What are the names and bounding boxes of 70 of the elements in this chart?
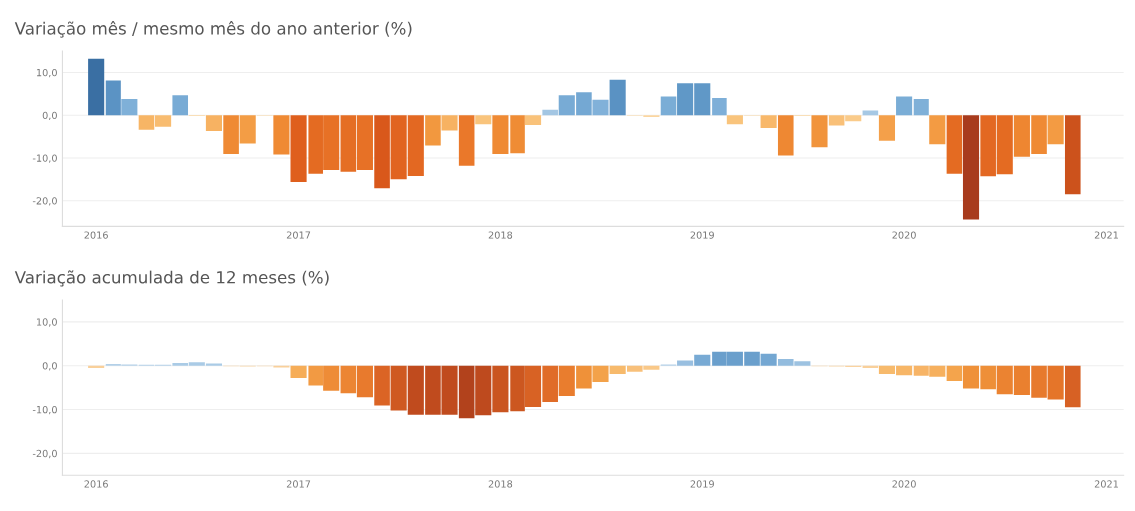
bar	[643, 365, 660, 370]
bar	[946, 365, 963, 382]
y-tick-label: -10,0	[32, 405, 57, 415]
bar	[542, 109, 558, 116]
bar	[308, 365, 323, 386]
x-tick-label: 2018	[488, 480, 513, 488]
bar	[88, 365, 105, 368]
bar	[223, 115, 239, 155]
bar	[239, 115, 256, 144]
bar	[929, 115, 946, 145]
chart-title: Variação acumulada de 12 meses (%)	[14, 270, 329, 287]
bar	[323, 365, 340, 391]
bar	[845, 115, 862, 122]
bar	[609, 365, 626, 375]
bar	[1064, 115, 1081, 195]
y-tick-label: -20,0	[32, 449, 57, 459]
bar	[425, 115, 441, 146]
y-tick-label: 10,0	[36, 68, 57, 78]
bar	[626, 365, 643, 372]
x-tick-label: 2021	[1094, 231, 1118, 239]
bar	[105, 80, 121, 116]
x-tick-label: 2019	[690, 231, 714, 239]
bar	[660, 96, 677, 116]
bar	[524, 115, 542, 126]
bar	[694, 354, 711, 366]
bar	[592, 365, 609, 382]
bar	[712, 98, 727, 116]
y-tick-label: 0,0	[42, 362, 57, 371]
bar	[726, 115, 743, 125]
bar	[510, 115, 525, 154]
x-tick-label: 2020	[892, 480, 916, 488]
bar	[677, 360, 694, 366]
bar	[205, 115, 223, 132]
chart-title: Variação mês / mesmo mês do ano anterior (%)	[14, 21, 412, 38]
bar	[777, 115, 794, 156]
bar	[441, 115, 458, 131]
bar	[458, 115, 475, 166]
bar	[88, 58, 105, 116]
x-tick-label: 2019	[690, 480, 714, 488]
y-tick-label: -20,0	[32, 197, 57, 206]
bar	[172, 95, 189, 116]
x-tick-label: 2021	[1094, 480, 1118, 488]
x-tick-label: 2018	[488, 231, 513, 239]
bar	[273, 115, 290, 155]
x-tick-label: 2017	[286, 231, 311, 239]
bar	[1047, 115, 1064, 145]
bar	[896, 96, 913, 116]
bar	[760, 115, 777, 129]
bar	[828, 115, 845, 126]
x-tick-label: 2016	[84, 480, 108, 488]
bar	[811, 115, 828, 148]
bar	[492, 115, 509, 155]
bar	[121, 98, 138, 116]
bar	[558, 365, 575, 396]
bar	[962, 115, 980, 220]
bar	[290, 365, 307, 378]
y-tick-label: -10,0	[32, 154, 57, 163]
y-tick-label: 10,0	[36, 318, 57, 327]
bar	[475, 115, 492, 125]
bar	[1064, 365, 1081, 408]
x-tick-label: 2016	[84, 231, 108, 239]
bar	[592, 99, 609, 116]
y-tick-label: 0,0	[42, 111, 57, 121]
x-tick-label: 2017	[286, 480, 311, 488]
bar	[913, 98, 929, 116]
bar	[946, 115, 963, 174]
x-tick-label: 2020	[892, 231, 916, 239]
bar	[878, 115, 896, 141]
bar	[609, 79, 626, 116]
bar	[576, 365, 592, 389]
